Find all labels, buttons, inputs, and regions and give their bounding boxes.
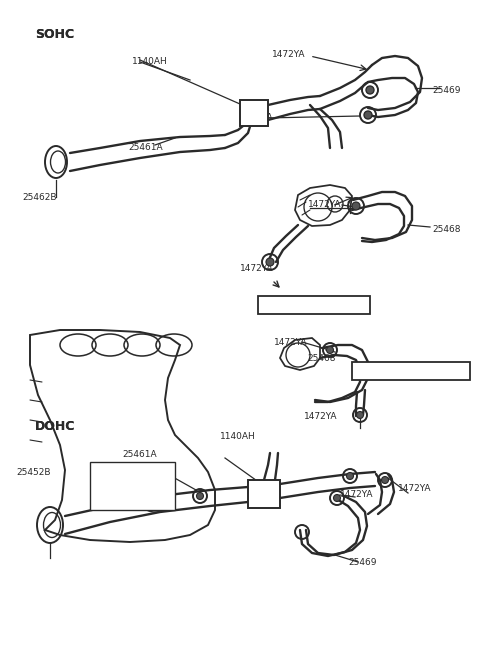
Text: DOHC: DOHC <box>35 420 75 433</box>
Text: 25468: 25468 <box>432 225 460 234</box>
Text: 1472YA: 1472YA <box>398 484 432 493</box>
Text: 1472YA: 1472YA <box>304 412 337 421</box>
Circle shape <box>196 493 204 499</box>
Text: THROTTLE  BODY: THROTTLE BODY <box>358 364 443 374</box>
Text: THROTTLE  BODY: THROTTLE BODY <box>264 298 348 308</box>
Circle shape <box>334 495 340 501</box>
Text: 1472YA: 1472YA <box>340 490 373 499</box>
Text: 1472YA: 1472YA <box>240 264 274 273</box>
Bar <box>248 480 280 508</box>
Circle shape <box>347 472 353 480</box>
Text: SOHC: SOHC <box>35 28 74 41</box>
Text: 25468: 25468 <box>307 354 336 363</box>
Circle shape <box>357 411 363 419</box>
Bar <box>240 100 268 126</box>
Text: 25469: 25469 <box>432 86 460 95</box>
Text: 25461A: 25461A <box>122 450 156 459</box>
Text: 25469: 25469 <box>348 558 376 567</box>
Bar <box>258 296 370 314</box>
Text: DOHC: DOHC <box>35 420 75 433</box>
Circle shape <box>352 202 360 210</box>
Text: 1472YA: 1472YA <box>308 200 341 209</box>
Text: 1472YA: 1472YA <box>240 113 274 122</box>
Text: 25452B: 25452B <box>16 468 50 477</box>
Text: 1140AH: 1140AH <box>132 57 168 66</box>
Text: 25462B: 25462B <box>22 193 57 202</box>
Bar <box>90 462 175 510</box>
Text: SOHC: SOHC <box>35 28 74 41</box>
Text: 1140AH: 1140AH <box>220 432 256 441</box>
Bar <box>352 362 470 380</box>
Circle shape <box>326 346 334 353</box>
Circle shape <box>364 111 372 119</box>
Text: 1472YA: 1472YA <box>272 50 305 59</box>
Text: 25461A: 25461A <box>128 143 163 152</box>
Text: 1472YA: 1472YA <box>274 338 308 347</box>
Circle shape <box>366 86 374 94</box>
Circle shape <box>266 258 274 266</box>
Circle shape <box>382 476 388 484</box>
